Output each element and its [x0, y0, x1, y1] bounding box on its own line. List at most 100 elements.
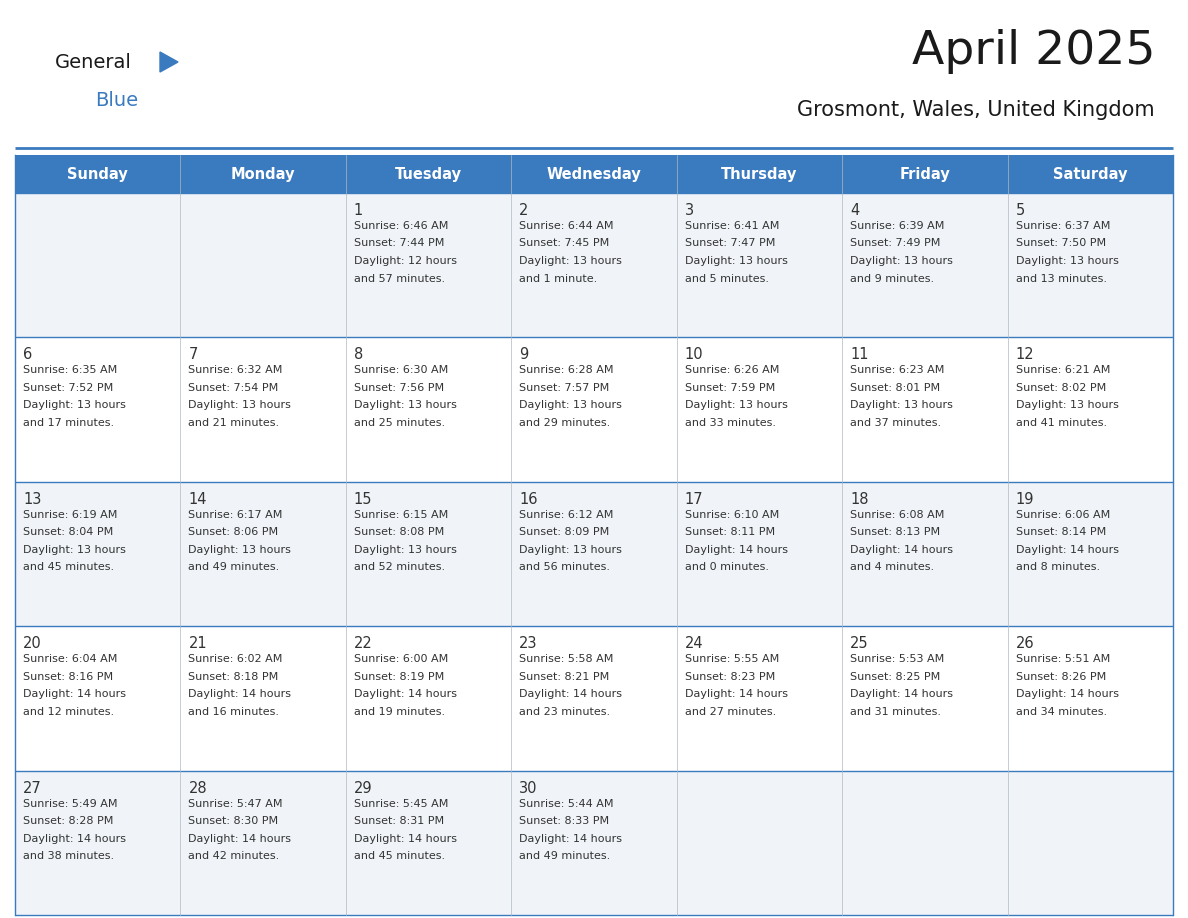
- Text: Daylight: 13 hours: Daylight: 13 hours: [354, 544, 456, 554]
- Text: 30: 30: [519, 780, 538, 796]
- Text: 26: 26: [1016, 636, 1035, 651]
- Text: Sunset: 7:45 PM: Sunset: 7:45 PM: [519, 239, 609, 249]
- Text: and 1 minute.: and 1 minute.: [519, 274, 598, 284]
- Bar: [15, 155, 1173, 193]
- Text: and 33 minutes.: and 33 minutes.: [684, 418, 776, 428]
- Text: 29: 29: [354, 780, 373, 796]
- Text: Daylight: 13 hours: Daylight: 13 hours: [1016, 400, 1118, 410]
- Text: and 4 minutes.: and 4 minutes.: [851, 563, 934, 572]
- Text: Blue: Blue: [95, 91, 138, 109]
- Text: Sunset: 8:11 PM: Sunset: 8:11 PM: [684, 527, 775, 537]
- Text: Daylight: 13 hours: Daylight: 13 hours: [1016, 256, 1118, 266]
- Text: and 12 minutes.: and 12 minutes.: [23, 707, 114, 717]
- Text: Sunrise: 6:04 AM: Sunrise: 6:04 AM: [23, 655, 118, 665]
- Text: 14: 14: [189, 492, 207, 507]
- Text: and 57 minutes.: and 57 minutes.: [354, 274, 446, 284]
- Text: Daylight: 14 hours: Daylight: 14 hours: [684, 689, 788, 700]
- Text: Daylight: 14 hours: Daylight: 14 hours: [684, 544, 788, 554]
- Text: and 13 minutes.: and 13 minutes.: [1016, 274, 1106, 284]
- Text: Sunrise: 6:08 AM: Sunrise: 6:08 AM: [851, 509, 944, 520]
- Text: Sunrise: 6:28 AM: Sunrise: 6:28 AM: [519, 365, 614, 375]
- Text: 10: 10: [684, 347, 703, 363]
- Polygon shape: [160, 52, 178, 72]
- Text: Saturday: Saturday: [1053, 166, 1127, 182]
- Text: Sunrise: 6:19 AM: Sunrise: 6:19 AM: [23, 509, 118, 520]
- Text: Wednesday: Wednesday: [546, 166, 642, 182]
- Text: Sunset: 7:47 PM: Sunset: 7:47 PM: [684, 239, 775, 249]
- Text: and 52 minutes.: and 52 minutes.: [354, 563, 446, 572]
- Text: 12: 12: [1016, 347, 1035, 363]
- Text: Daylight: 14 hours: Daylight: 14 hours: [851, 689, 953, 700]
- Text: Daylight: 14 hours: Daylight: 14 hours: [189, 689, 291, 700]
- Text: and 9 minutes.: and 9 minutes.: [851, 274, 934, 284]
- Text: Sunrise: 6:32 AM: Sunrise: 6:32 AM: [189, 365, 283, 375]
- Text: 20: 20: [23, 636, 42, 651]
- Text: Sunrise: 5:45 AM: Sunrise: 5:45 AM: [354, 799, 448, 809]
- Text: Sunset: 7:56 PM: Sunset: 7:56 PM: [354, 383, 444, 393]
- Text: and 37 minutes.: and 37 minutes.: [851, 418, 941, 428]
- Bar: [15, 626, 1173, 770]
- Text: and 27 minutes.: and 27 minutes.: [684, 707, 776, 717]
- Text: Daylight: 14 hours: Daylight: 14 hours: [23, 689, 126, 700]
- Text: Daylight: 13 hours: Daylight: 13 hours: [23, 544, 126, 554]
- Bar: [15, 482, 1173, 626]
- Text: Monday: Monday: [230, 166, 296, 182]
- Text: 9: 9: [519, 347, 529, 363]
- Text: Sunrise: 5:53 AM: Sunrise: 5:53 AM: [851, 655, 944, 665]
- Text: 4: 4: [851, 203, 859, 218]
- Text: Daylight: 13 hours: Daylight: 13 hours: [519, 256, 623, 266]
- Text: Sunset: 8:04 PM: Sunset: 8:04 PM: [23, 527, 113, 537]
- Text: and 56 minutes.: and 56 minutes.: [519, 563, 611, 572]
- Text: Sunrise: 5:55 AM: Sunrise: 5:55 AM: [684, 655, 779, 665]
- Text: Daylight: 13 hours: Daylight: 13 hours: [23, 400, 126, 410]
- Text: Sunset: 8:19 PM: Sunset: 8:19 PM: [354, 672, 444, 682]
- Text: Sunrise: 5:58 AM: Sunrise: 5:58 AM: [519, 655, 614, 665]
- Text: Sunset: 8:01 PM: Sunset: 8:01 PM: [851, 383, 940, 393]
- Bar: [15, 770, 1173, 915]
- Text: 23: 23: [519, 636, 538, 651]
- Text: Sunset: 7:49 PM: Sunset: 7:49 PM: [851, 239, 941, 249]
- Text: Sunset: 8:06 PM: Sunset: 8:06 PM: [189, 527, 278, 537]
- Text: 8: 8: [354, 347, 364, 363]
- Text: 5: 5: [1016, 203, 1025, 218]
- Text: and 5 minutes.: and 5 minutes.: [684, 274, 769, 284]
- Text: Sunrise: 6:26 AM: Sunrise: 6:26 AM: [684, 365, 779, 375]
- Text: Daylight: 14 hours: Daylight: 14 hours: [354, 689, 457, 700]
- Text: 18: 18: [851, 492, 868, 507]
- Text: 17: 17: [684, 492, 703, 507]
- Text: Sunrise: 6:39 AM: Sunrise: 6:39 AM: [851, 221, 944, 231]
- Text: Sunrise: 6:46 AM: Sunrise: 6:46 AM: [354, 221, 448, 231]
- Text: Sunset: 8:30 PM: Sunset: 8:30 PM: [189, 816, 278, 826]
- Text: and 31 minutes.: and 31 minutes.: [851, 707, 941, 717]
- Text: Grosmont, Wales, United Kingdom: Grosmont, Wales, United Kingdom: [797, 100, 1155, 120]
- Text: Daylight: 13 hours: Daylight: 13 hours: [354, 400, 456, 410]
- Text: Sunrise: 6:00 AM: Sunrise: 6:00 AM: [354, 655, 448, 665]
- Text: Sunset: 8:28 PM: Sunset: 8:28 PM: [23, 816, 113, 826]
- Text: Sunset: 8:16 PM: Sunset: 8:16 PM: [23, 672, 113, 682]
- Text: Sunset: 8:23 PM: Sunset: 8:23 PM: [684, 672, 775, 682]
- Text: Sunrise: 6:21 AM: Sunrise: 6:21 AM: [1016, 365, 1110, 375]
- Text: 11: 11: [851, 347, 868, 363]
- Text: 24: 24: [684, 636, 703, 651]
- Text: Thursday: Thursday: [721, 166, 797, 182]
- Text: 1: 1: [354, 203, 364, 218]
- Text: Sunrise: 6:12 AM: Sunrise: 6:12 AM: [519, 509, 614, 520]
- Text: Sunset: 7:54 PM: Sunset: 7:54 PM: [189, 383, 279, 393]
- Text: and 8 minutes.: and 8 minutes.: [1016, 563, 1100, 572]
- Text: and 38 minutes.: and 38 minutes.: [23, 851, 114, 861]
- Text: and 34 minutes.: and 34 minutes.: [1016, 707, 1107, 717]
- Text: and 42 minutes.: and 42 minutes.: [189, 851, 279, 861]
- Text: Daylight: 13 hours: Daylight: 13 hours: [519, 544, 623, 554]
- Text: Sunrise: 5:49 AM: Sunrise: 5:49 AM: [23, 799, 118, 809]
- Text: 19: 19: [1016, 492, 1034, 507]
- Text: and 19 minutes.: and 19 minutes.: [354, 707, 446, 717]
- Text: 16: 16: [519, 492, 538, 507]
- Text: Sunset: 8:25 PM: Sunset: 8:25 PM: [851, 672, 941, 682]
- Text: Sunset: 7:44 PM: Sunset: 7:44 PM: [354, 239, 444, 249]
- Text: General: General: [55, 52, 132, 72]
- Text: 7: 7: [189, 347, 198, 363]
- Text: and 23 minutes.: and 23 minutes.: [519, 707, 611, 717]
- Text: and 41 minutes.: and 41 minutes.: [1016, 418, 1107, 428]
- Bar: [15, 193, 1173, 338]
- Text: Daylight: 14 hours: Daylight: 14 hours: [23, 834, 126, 844]
